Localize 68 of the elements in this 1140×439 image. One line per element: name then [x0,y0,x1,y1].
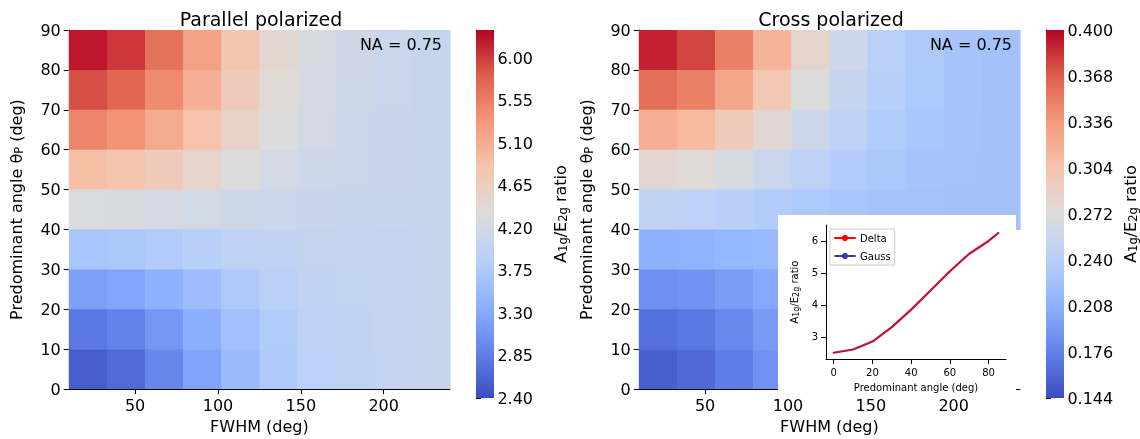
color-bar-label: 3.30 [497,303,534,323]
y-tick-label: 4 [811,299,818,311]
y-tick-label: 90 [40,20,61,40]
y-tick-label: 50 [610,180,631,200]
color-bar-label: 0.144 [1067,388,1114,408]
color-bar-label: 6.00 [497,48,534,68]
x-axis-title: Predominant angle (deg) [853,381,979,393]
x-tick-label: 200 [938,395,969,415]
y-axis-title: Predominant angle θP (deg) [6,99,26,320]
color-bar-label: 0.304 [1067,158,1114,178]
y-tick-label: 40 [610,220,631,239]
x-tick-label: 50 [694,395,716,415]
y-tick-label: 60 [610,140,631,160]
x-tick-label: 0 [830,366,837,378]
color-bar-label: 0.368 [1067,66,1114,86]
color-bar-label: 3.75 [497,261,534,281]
y-axis-title: Predominant angle θP (deg) [576,99,596,320]
x-axis-title: FWHM (deg) [780,416,879,436]
y-tick-label: 70 [40,100,61,120]
y-tick-label: 90 [610,20,631,40]
color-bar-label: 4.65 [497,176,534,196]
y-tick-label: 20 [40,299,61,319]
y-tick-label: 6 [811,235,818,247]
color-bar-label: 0.176 [1067,342,1114,362]
x-tick-label: 60 [943,366,957,378]
color-bar-label: 0.208 [1067,296,1114,316]
x-tick-label: 50 [124,395,146,415]
x-tick-label: 200 [368,395,399,415]
x-tick-label: 40 [904,366,918,378]
y-tick-label: 10 [610,339,631,359]
x-axis-title: FWHM (deg) [210,416,309,436]
legend-label: Delta [860,232,887,244]
legend-label: Gauss [860,250,891,262]
x-tick-label: 100 [772,395,804,415]
y-tick-label: 0 [620,379,631,399]
chart-title: Parallel polarized [179,7,343,30]
y-tick-label: 30 [40,259,61,279]
color-bar-label: 2.85 [497,346,534,366]
y-tick-label: 60 [40,140,61,160]
y-tick-label: 20 [610,299,631,319]
color-bar-label: 0.272 [1067,204,1114,224]
color-bar-title: A1g/E2g ratio [550,165,570,263]
color-bar-label: 0.240 [1067,250,1114,270]
color-bar-label: 0.336 [1067,112,1114,132]
annotation: NA = 0.75 [929,34,1013,54]
color-bar-label: 4.20 [497,218,534,238]
color-bar-title: A1g/E2g ratio [1120,165,1140,263]
annotation: NA = 0.75 [359,34,443,54]
color-bar-label: 2.40 [497,388,534,408]
x-tick-label: 80 [982,366,995,378]
x-tick-label: 150 [855,395,887,415]
y-tick-label: 50 [40,180,61,200]
x-tick-label: 150 [285,395,317,415]
y-tick-label: 70 [610,100,631,120]
color-bar-label: 5.10 [497,133,534,153]
x-tick-label: 20 [866,366,879,378]
y-tick-label: 80 [40,60,61,80]
y-tick-label: 30 [610,259,631,279]
color-bar-label: 0.400 [1067,20,1114,40]
chart-title: Cross polarized [758,7,904,30]
y-tick-label: 40 [40,220,61,239]
y-tick-label: 3 [811,331,818,343]
y-tick-label: 0 [50,379,61,399]
y-tick-label: 5 [811,267,818,279]
color-bar-label: 5.55 [497,91,534,111]
x-tick-label: 100 [202,395,234,415]
y-tick-label: 10 [40,339,61,359]
y-tick-label: 80 [610,60,631,80]
